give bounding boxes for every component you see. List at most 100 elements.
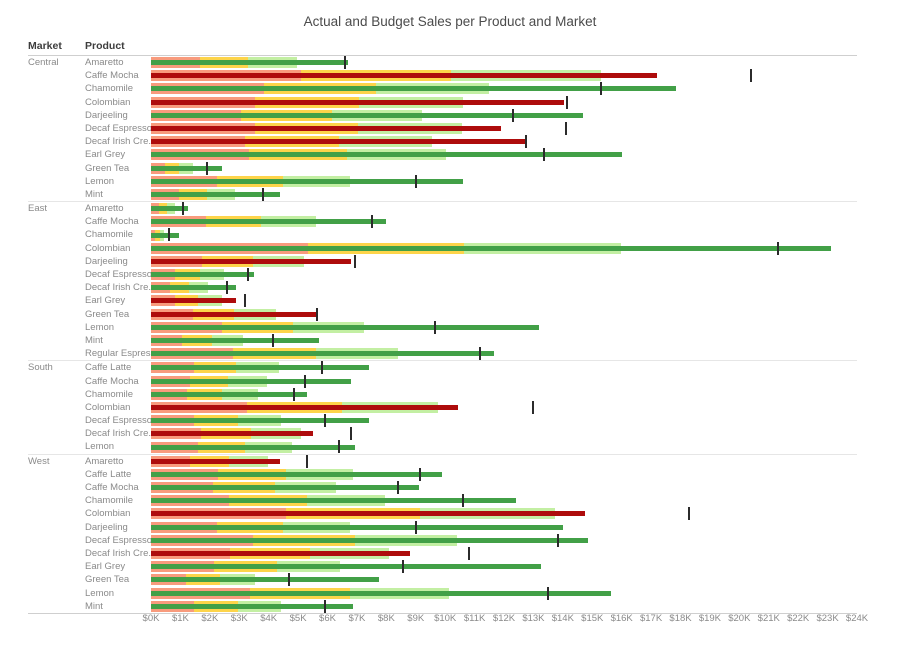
- budget-reference-tick: [344, 56, 347, 69]
- budget-reference-tick: [776, 241, 779, 255]
- actual-sales-bar[interactable]: [151, 298, 237, 304]
- actual-sales-bar[interactable]: [151, 498, 516, 504]
- bullet-row: Chamomile: [28, 494, 857, 508]
- actual-sales-bar[interactable]: [151, 126, 502, 132]
- actual-sales-bar[interactable]: [151, 351, 494, 357]
- bullet-plot: [151, 560, 857, 574]
- x-axis-tick-label: $10K: [434, 613, 457, 624]
- bullet-plot: [151, 414, 857, 428]
- budget-reference-tick: [479, 347, 482, 361]
- bullet-row: Lemon: [28, 586, 857, 600]
- actual-sales-bar[interactable]: [151, 232, 179, 238]
- actual-sales-bar[interactable]: [151, 73, 657, 79]
- budget-reference-tick: [272, 333, 275, 347]
- product-label: Caffe Mocha: [85, 375, 139, 387]
- actual-sales-bar[interactable]: [151, 285, 237, 291]
- actual-sales-bar[interactable]: [151, 60, 349, 66]
- actual-sales-bar[interactable]: [151, 324, 540, 330]
- market-label: East: [28, 203, 48, 215]
- actual-sales-bar[interactable]: [151, 471, 443, 477]
- actual-sales-bar[interactable]: [151, 152, 622, 158]
- bullet-plot: [151, 187, 857, 201]
- actual-sales-bar[interactable]: [151, 219, 387, 225]
- budget-reference-tick: [397, 481, 400, 494]
- bullet-plot: [151, 400, 857, 414]
- actual-sales-bar[interactable]: [151, 551, 410, 557]
- market-label: [28, 294, 85, 307]
- actual-sales-bar[interactable]: [151, 99, 565, 105]
- bullet-row: Caffe Latte: [28, 467, 857, 481]
- actual-sales-bar[interactable]: [151, 391, 307, 397]
- actual-sales-bar[interactable]: [151, 206, 188, 212]
- actual-sales-bar[interactable]: [151, 511, 585, 517]
- actual-sales-bar[interactable]: [151, 404, 459, 410]
- product-label: Decaf Espresso: [85, 534, 151, 546]
- x-axis-tick-label: $24K: [845, 613, 869, 624]
- actual-sales-bar[interactable]: [151, 191, 281, 197]
- actual-sales-bar[interactable]: [151, 245, 831, 251]
- x-axis-tick-label: $13K: [522, 613, 545, 624]
- bullet-row: Lemon: [28, 174, 857, 188]
- bullet-plot: [151, 294, 857, 308]
- actual-sales-bar[interactable]: [151, 272, 254, 278]
- actual-sales-bar[interactable]: [151, 590, 612, 596]
- market-column-header: Market: [28, 40, 62, 52]
- product-label: Caffe Latte: [85, 468, 132, 480]
- market-label: [28, 82, 85, 95]
- actual-sales-bar[interactable]: [151, 485, 419, 491]
- actual-sales-bar[interactable]: [151, 603, 353, 609]
- bullet-row: Chamomile: [28, 228, 857, 242]
- bullet-row: Decaf Irish Cre..: [28, 281, 857, 295]
- actual-sales-bar[interactable]: [151, 444, 356, 450]
- budget-reference-tick: [557, 533, 560, 547]
- budget-reference-tick: [323, 414, 326, 428]
- actual-sales-bar[interactable]: [151, 524, 563, 530]
- market-label: [28, 481, 85, 494]
- market-label: [28, 440, 85, 453]
- bullet-plot: [151, 573, 857, 587]
- actual-sales-bar[interactable]: [151, 311, 316, 317]
- budget-reference-tick: [316, 307, 319, 321]
- budget-reference-tick: [532, 400, 535, 414]
- budget-reference-tick: [564, 121, 567, 135]
- actual-sales-bar[interactable]: [151, 258, 352, 264]
- market-label: [28, 255, 85, 268]
- bullet-row: Earl Grey: [28, 148, 857, 162]
- product-label: Mint: [85, 188, 103, 200]
- actual-sales-bar[interactable]: [151, 338, 319, 344]
- product-label: Darjeeling: [85, 521, 128, 533]
- product-label: Chamomile: [85, 229, 134, 241]
- actual-sales-bar[interactable]: [151, 178, 463, 184]
- product-label: Earl Grey: [85, 561, 126, 573]
- actual-sales-bar[interactable]: [151, 165, 222, 171]
- bullet-plot: [151, 440, 857, 454]
- actual-sales-bar[interactable]: [151, 139, 525, 145]
- market-section-central: Central Amaretto Caffe Mocha Chamomile: [28, 56, 857, 201]
- market-label: [28, 388, 85, 401]
- bullet-plot: [151, 108, 857, 122]
- market-label: [28, 521, 85, 534]
- product-label: Decaf Espresso: [85, 269, 151, 280]
- x-axis: $0K $1K $2K $3K $4K $5K $6K $7K $8K $9K $10K $11K $1…: [143, 613, 869, 627]
- market-label: [28, 534, 85, 547]
- actual-sales-bar[interactable]: [151, 431, 313, 437]
- actual-sales-bar[interactable]: [151, 458, 281, 464]
- actual-sales-bar[interactable]: [151, 112, 584, 118]
- actual-sales-bar[interactable]: [151, 564, 541, 570]
- bullet-row: Mint: [28, 599, 857, 613]
- budget-reference-tick: [226, 281, 229, 295]
- actual-sales-bar[interactable]: [151, 365, 369, 371]
- bullet-plot: [151, 202, 857, 216]
- column-headers: Market Product: [28, 40, 151, 52]
- actual-sales-bar[interactable]: [151, 577, 379, 583]
- market-label: [28, 427, 85, 440]
- budget-reference-tick: [566, 95, 569, 109]
- market-label: [28, 162, 85, 175]
- actual-sales-bar[interactable]: [151, 537, 588, 543]
- actual-sales-bar[interactable]: [151, 378, 352, 384]
- x-axis-tick-label: $9K: [407, 613, 425, 624]
- actual-sales-bar[interactable]: [151, 418, 369, 424]
- budget-reference-tick: [433, 320, 436, 334]
- actual-sales-bar[interactable]: [151, 86, 677, 92]
- market-label: [28, 109, 85, 122]
